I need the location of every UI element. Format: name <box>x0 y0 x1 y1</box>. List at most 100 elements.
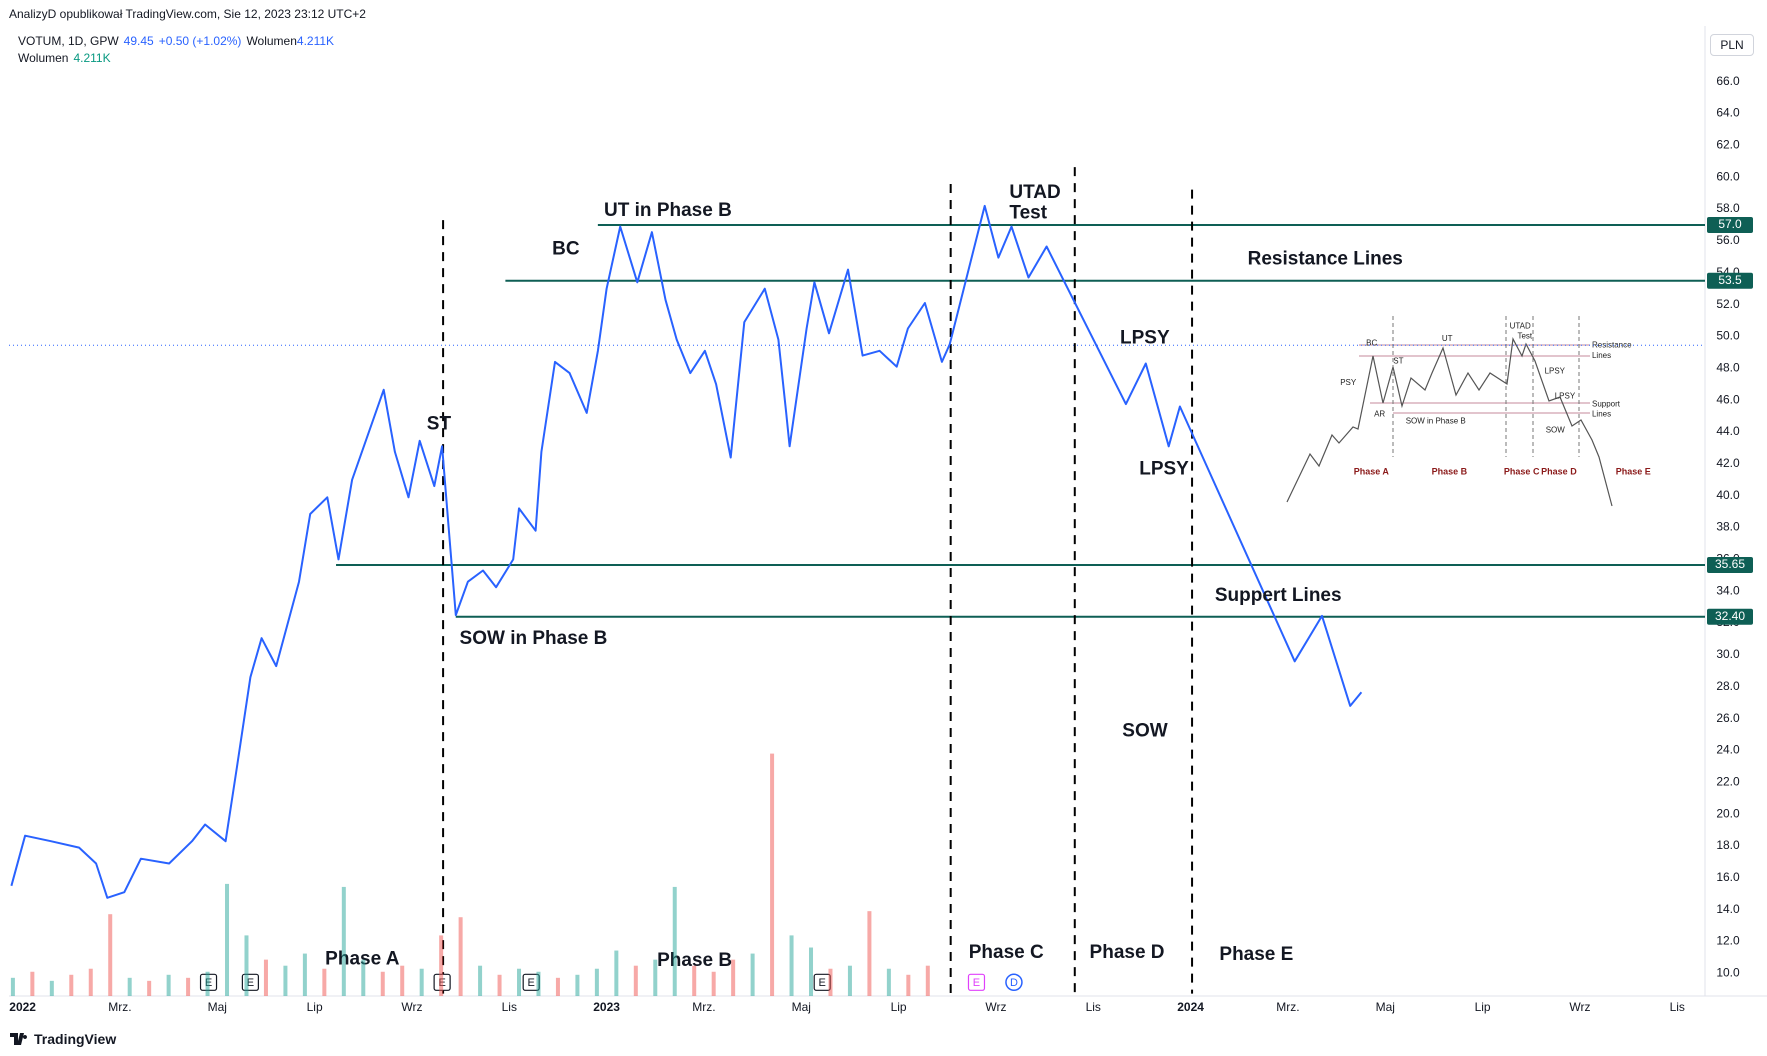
annotation: LPSY <box>1139 459 1189 480</box>
volume-bar <box>69 974 74 996</box>
x-tick-label: 2023 <box>593 1000 620 1014</box>
y-tick-label: 22.0 <box>1716 774 1740 788</box>
y-tick-label: 24.0 <box>1716 743 1740 757</box>
x-tick-label: Mrz. <box>692 1000 715 1014</box>
annotation: BC <box>552 239 580 260</box>
annotation: LPSY <box>1120 328 1170 349</box>
footer-text: TradingView <box>34 1031 117 1047</box>
volume-bar <box>88 968 93 996</box>
volume-bar <box>536 971 541 996</box>
x-tick-label: 2022 <box>9 1000 36 1014</box>
event-marker <box>1005 973 1023 992</box>
y-tick-label: 50.0 <box>1716 329 1740 343</box>
volume-bar <box>166 974 171 996</box>
x-tick-label: Wrz <box>985 1000 1006 1014</box>
y-tick-label: 10.0 <box>1716 966 1740 980</box>
y-tick-label: 64.0 <box>1716 106 1740 120</box>
volume-bar <box>575 974 580 996</box>
inset-phase: Phase A <box>1354 466 1390 476</box>
level-label: 57.0 <box>1718 217 1742 231</box>
inset-phase: Phase B <box>1432 466 1468 476</box>
inset-label: LPSY <box>1555 391 1576 400</box>
level-label-box <box>1707 216 1753 233</box>
x-tick-label: Maj <box>1376 1000 1395 1014</box>
inset-label: UT <box>1442 334 1453 343</box>
y-tick-label: 44.0 <box>1716 424 1740 438</box>
volume-bar <box>147 980 152 996</box>
volume-bar <box>653 959 658 996</box>
volume-bar <box>478 965 483 996</box>
event-label: D <box>1010 977 1018 989</box>
price-line <box>10 204 1363 899</box>
level-label: 32.40 <box>1715 609 1745 623</box>
inset-phase: Phase E <box>1616 466 1651 476</box>
annotation: SOW in Phase B <box>460 628 608 649</box>
annotation: Phase D <box>1090 942 1165 963</box>
volume-bar <box>633 965 638 996</box>
x-tick-label: Wrz <box>401 1000 422 1014</box>
volume-bar <box>809 947 814 996</box>
inset-label: SOW in Phase B <box>1406 416 1466 425</box>
volume-bar <box>263 959 268 996</box>
annotation: UT in Phase B <box>604 200 732 221</box>
y-tick-label: 20.0 <box>1716 806 1740 820</box>
footer: TradingView <box>10 1031 116 1047</box>
volume-bar <box>380 971 385 996</box>
volume-bar <box>770 753 775 996</box>
y-tick-label: 12.0 <box>1716 934 1740 948</box>
volume-bar <box>49 980 54 996</box>
volume-bar <box>555 977 560 996</box>
inset-label: AR <box>1374 409 1385 418</box>
volume-bar <box>225 883 230 996</box>
inset-label: Test <box>1517 332 1532 341</box>
y-tick-label: 48.0 <box>1716 360 1740 374</box>
x-tick-label: Lip <box>307 1000 323 1014</box>
inset-label: ST <box>1393 356 1403 365</box>
price-change: +0.50 (+1.02%) <box>158 34 242 48</box>
volume-bar <box>361 959 366 996</box>
volume-bar <box>10 977 15 996</box>
event-label: E <box>819 977 826 989</box>
event-label: E <box>973 977 980 989</box>
volume-bar <box>692 965 697 996</box>
y-tick-label: 42.0 <box>1716 456 1740 470</box>
y-tick-label: 18.0 <box>1716 838 1740 852</box>
level-label: 35.65 <box>1715 557 1745 571</box>
volume-bar <box>847 965 852 996</box>
volume-bar <box>322 968 327 996</box>
y-tick-label: 38.0 <box>1716 520 1740 534</box>
inset-label: UTAD <box>1510 321 1531 330</box>
annotation: SOW <box>1122 721 1167 742</box>
volume-bar <box>789 935 794 996</box>
volume-line: Wolumen 4.211K <box>18 51 116 65</box>
level-label-box <box>1707 608 1753 625</box>
volume-bar <box>614 950 619 996</box>
annotation: UTAD <box>1009 182 1060 203</box>
last-price: 49.45 <box>123 34 154 48</box>
volume-bar <box>127 977 132 996</box>
annotation: ST <box>427 414 452 435</box>
currency-button[interactable]: PLN <box>1710 34 1754 56</box>
published-line: AnalizyD opublikował TradingView.com, Si… <box>9 7 366 21</box>
volume-bar <box>750 953 755 996</box>
inset-label: PSY <box>1340 378 1357 387</box>
inset-label: SOW <box>1546 425 1566 434</box>
volume-bar <box>672 886 677 996</box>
annotation: Phase E <box>1219 944 1293 965</box>
event-marker <box>967 973 986 991</box>
y-tick-label: 28.0 <box>1716 679 1740 693</box>
inset-phase: Phase C <box>1504 466 1540 476</box>
x-tick-label: Mrz. <box>1276 1000 1299 1014</box>
volume-value: 4.211K <box>73 51 111 65</box>
x-tick-label: Mrz. <box>108 1000 131 1014</box>
volume-bar <box>906 974 911 996</box>
volume-bar <box>886 968 891 996</box>
x-tick-label: Lip <box>891 1000 907 1014</box>
y-tick-label: 62.0 <box>1716 138 1740 152</box>
volume-bar <box>108 914 113 996</box>
volume-bar <box>439 935 444 996</box>
volume-bar <box>302 953 307 996</box>
volume-bar <box>458 917 463 996</box>
